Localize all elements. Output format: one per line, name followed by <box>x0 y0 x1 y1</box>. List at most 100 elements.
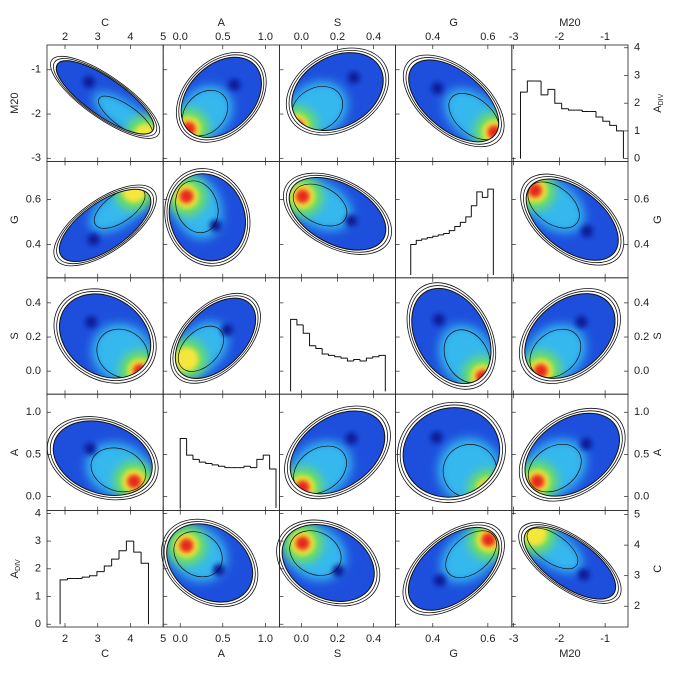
y-tick-label: 5 <box>634 508 640 520</box>
y-tick-label: 3 <box>35 535 41 547</box>
y-tick-label: 0 <box>634 153 640 165</box>
density-hot <box>468 469 509 510</box>
contour <box>166 523 254 603</box>
contour <box>524 293 616 379</box>
x-tick-label: 0.5 <box>215 31 230 43</box>
histogram-step <box>211 463 219 466</box>
contour <box>177 325 224 372</box>
density-hot <box>179 538 194 553</box>
density-spot <box>87 233 100 246</box>
column-label: A <box>218 648 226 660</box>
column-label: G <box>449 648 458 660</box>
histogram-step <box>547 88 555 95</box>
column-label: M20 <box>559 17 580 29</box>
y-tick-label: 2 <box>634 600 640 612</box>
row-label: S <box>652 332 664 339</box>
row-label-main: S <box>9 332 21 339</box>
y-tick-label: -1 <box>31 64 41 76</box>
y-tick-label: 0.2 <box>26 331 41 343</box>
y-tick-label: 0.6 <box>634 193 649 205</box>
histogram-step <box>205 462 213 464</box>
density-hot <box>528 183 543 198</box>
histogram-step <box>186 438 193 456</box>
column-label: S <box>334 17 341 29</box>
x-tick-label: 3 <box>95 31 101 43</box>
y-tick-label: 0.0 <box>26 490 41 502</box>
density-hot <box>481 532 496 547</box>
histogram-step <box>454 226 461 231</box>
contour <box>289 530 342 576</box>
y-tick-label: 0.0 <box>26 365 41 377</box>
row-label-main: A <box>652 105 664 113</box>
histogram-step <box>365 357 373 361</box>
x-tick-label: 0.4 <box>366 31 381 43</box>
histogram-step <box>249 466 257 469</box>
histogram-step <box>321 348 329 355</box>
histogram-step <box>290 318 297 392</box>
histogram-step <box>540 81 548 96</box>
histogram-step <box>465 216 472 223</box>
x-tick-label: 2 <box>62 633 68 645</box>
x-tick-label: 0.2 <box>330 31 345 43</box>
histogram-step <box>198 459 206 463</box>
contour <box>527 443 582 493</box>
histogram-step <box>66 578 75 580</box>
x-tick-label: -2 <box>554 633 564 645</box>
density-spot <box>85 316 98 329</box>
histogram-step <box>309 333 316 347</box>
x-tick-label: 4 <box>127 633 133 645</box>
histogram-step <box>487 188 494 276</box>
density-spot <box>84 442 97 455</box>
contour <box>525 178 619 261</box>
contour <box>58 293 152 379</box>
y-tick-label: 3 <box>634 570 640 582</box>
row-label-main: A <box>9 570 21 578</box>
y-tick-label: 0.0 <box>634 490 649 502</box>
histogram-step <box>269 455 277 508</box>
x-tick-label: 0.0 <box>294 633 309 645</box>
contour <box>523 526 617 600</box>
column-label: M20 <box>559 648 580 660</box>
histogram-step <box>448 230 455 234</box>
y-tick-label: 0.5 <box>26 448 41 460</box>
density-spot <box>581 225 594 238</box>
histogram-step <box>602 117 610 122</box>
histogram-step <box>256 458 264 468</box>
histogram-step <box>568 108 576 111</box>
density-hot <box>295 189 310 204</box>
x-tick-label: 5 <box>160 633 166 645</box>
contour <box>288 176 387 251</box>
histogram-step <box>410 244 417 276</box>
contour <box>55 60 155 135</box>
row-label-sub: DIV <box>15 559 22 571</box>
histogram-step <box>179 438 187 508</box>
row-label: C <box>652 565 664 573</box>
panel-frame <box>278 277 396 395</box>
histogram-step <box>262 454 270 460</box>
contour <box>281 524 375 602</box>
y-tick-label: 1 <box>634 125 640 137</box>
y-tick-label: 0.4 <box>634 297 649 309</box>
contour <box>168 173 246 262</box>
y-tick-label: 0.6 <box>26 193 41 205</box>
histogram-step <box>609 121 617 126</box>
density-hot <box>179 189 194 204</box>
y-tick-label: -3 <box>31 152 41 164</box>
row-label-main: C <box>652 565 664 573</box>
histogram-step <box>111 558 120 567</box>
density-map <box>47 407 163 509</box>
histogram-step <box>519 91 528 159</box>
histogram-step <box>426 237 433 239</box>
histogram-step <box>437 234 444 237</box>
histogram-step <box>81 576 90 579</box>
histogram-step <box>459 221 466 227</box>
y-tick-label: 0.5 <box>634 448 649 460</box>
x-tick-label: -1 <box>600 31 610 43</box>
x-tick-label: -3 <box>509 31 519 43</box>
x-tick-label: -1 <box>600 633 610 645</box>
y-tick-label: 3 <box>634 69 640 81</box>
x-tick-label: -2 <box>554 31 564 43</box>
x-tick-label: 0.0 <box>294 31 309 43</box>
histogram-step <box>616 125 624 159</box>
